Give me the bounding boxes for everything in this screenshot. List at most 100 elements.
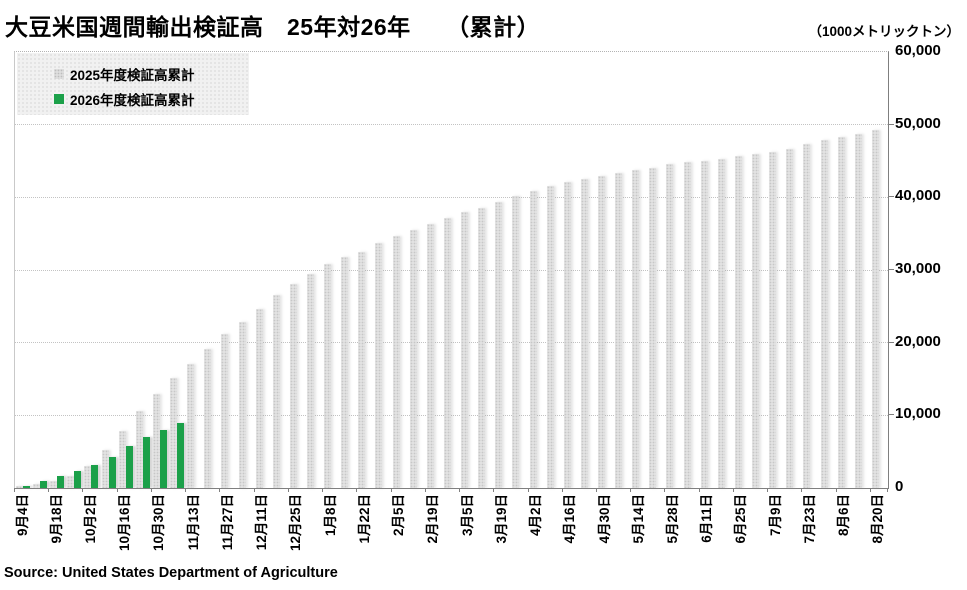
x-axis-tick (116, 488, 118, 492)
x-axis-label-text: 1月8日 (322, 494, 338, 537)
y-axis-tick (888, 269, 894, 270)
bar-2025 (324, 264, 332, 488)
gridline (15, 414, 888, 416)
bar-2025 (204, 349, 212, 488)
bar-2026 (40, 481, 48, 488)
x-axis-label-text: 9月18日 (48, 494, 64, 544)
bar-2025 (358, 251, 366, 488)
bar-2025 (580, 179, 588, 488)
x-axis-tick (287, 488, 289, 492)
x-axis-label-text: 7月23日 (801, 494, 817, 544)
bar-2025 (649, 168, 657, 488)
x-axis-label-text: 2月5日 (391, 494, 407, 537)
gridline (15, 124, 888, 126)
bar-2026 (57, 476, 65, 488)
plot-area (14, 51, 889, 489)
bar-2025 (786, 148, 794, 488)
bar-2025 (461, 211, 469, 488)
x-axis-label-text: 7月9日 (767, 494, 783, 537)
x-axis-label-text: 10月30日 (151, 494, 167, 552)
x-axis-tick (150, 488, 152, 492)
x-axis-tick (835, 488, 837, 492)
bar-2025 (563, 182, 571, 488)
bar-2025 (512, 195, 520, 488)
bar-2025 (392, 235, 400, 488)
x-axis-label-text: 11月27日 (219, 494, 235, 551)
bar-2025 (84, 466, 92, 488)
x-axis-tick (596, 488, 597, 492)
legend-box: 2025年度検証高累計 2026年度検証高累計 (17, 53, 249, 115)
bar-2025 (221, 333, 229, 488)
legend-item-2026: 2026年度検証高累計 (54, 92, 195, 108)
y-axis-label: 50,000 (895, 114, 941, 132)
bar-2025 (238, 321, 246, 488)
bar-2025 (307, 274, 314, 488)
bar-2025 (803, 143, 811, 488)
bar-2026 (159, 429, 167, 488)
x-axis-label-text: 10月16日 (117, 494, 133, 552)
bar-2025 (837, 137, 845, 488)
bar-2025 (598, 175, 605, 488)
y-axis-label: 20,000 (895, 332, 941, 350)
x-axis-tick (561, 488, 563, 492)
bar-2026 (108, 456, 116, 488)
x-axis-tick (887, 488, 888, 492)
y-axis-tick (888, 341, 894, 343)
bar-2025 (495, 202, 503, 488)
bar-2025 (272, 295, 280, 488)
bar-2025 (632, 170, 640, 488)
bar-2026 (125, 445, 133, 488)
x-axis-label-text: 8月20日 (870, 494, 886, 544)
source-credit: Source: United States Department of Agri… (4, 565, 338, 581)
y-axis-tick (888, 196, 894, 198)
x-axis-tick (630, 488, 632, 492)
bar-2025 (734, 155, 742, 488)
bar-2025 (101, 450, 109, 488)
bar-2025 (615, 172, 623, 488)
bar-2025 (478, 208, 486, 488)
legend-swatch-2026 (54, 94, 64, 104)
x-axis-label-text: 12月25日 (288, 494, 304, 552)
bar-2025 (546, 186, 554, 488)
axis-unit-label: （1000メトリックトン） (808, 24, 960, 39)
bar-2025 (187, 364, 195, 488)
bar-2025 (769, 152, 777, 488)
bar-2026 (177, 423, 185, 488)
bar-2025 (426, 223, 434, 488)
y-axis-label: 60,000 (895, 42, 941, 59)
x-axis-label-text: 6月11日 (699, 494, 715, 543)
bar-2025 (409, 230, 417, 488)
x-axis-label-text: 8月6日 (836, 494, 852, 537)
y-axis-label: 30,000 (895, 260, 941, 277)
x-axis-label-text: 3月19日 (493, 494, 509, 544)
x-axis-tick (14, 488, 15, 492)
x-axis-tick (322, 488, 324, 492)
x-axis-tick (82, 488, 84, 492)
x-axis-tick (390, 488, 392, 492)
bar-2025 (443, 218, 451, 488)
x-axis-label-text: 4月2日 (528, 494, 544, 537)
x-axis-tick (527, 488, 529, 492)
x-axis-tick (48, 488, 50, 492)
bar-2025 (33, 484, 41, 488)
x-axis-label-text: 9月4日 (14, 494, 30, 537)
x-axis-label-text: 11月13日 (185, 494, 201, 551)
legend-label-2026: 2026年度検証高累計 (70, 93, 195, 108)
x-axis-tick (253, 488, 255, 492)
gridline (15, 269, 888, 271)
bar-2025 (152, 394, 160, 488)
x-axis-tick (698, 488, 700, 492)
y-axis-tick (888, 414, 894, 416)
x-axis-tick (801, 488, 803, 492)
legend-label-2025: 2025年度検証高累計 (70, 68, 195, 83)
x-axis-tick (869, 488, 871, 492)
bar-2026 (91, 465, 99, 488)
gridline (15, 196, 888, 198)
bar-2025 (289, 283, 297, 488)
bar-2025 (118, 430, 126, 488)
x-axis-tick (424, 488, 426, 492)
y-axis-label: 10,000 (895, 405, 941, 423)
y-axis-tick (888, 123, 894, 125)
bar-2025 (529, 190, 537, 488)
